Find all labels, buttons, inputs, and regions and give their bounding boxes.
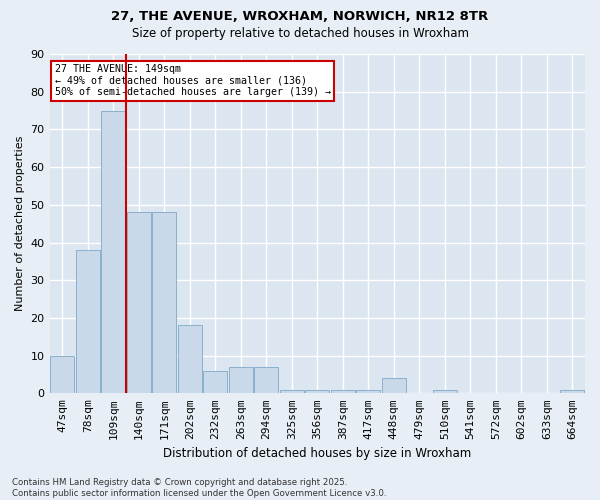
Bar [127,212,151,394]
Text: Size of property relative to detached houses in Wroxham: Size of property relative to detached ho… [131,28,469,40]
Text: 27, THE AVENUE, WROXHAM, NORWICH, NR12 8TR: 27, THE AVENUE, WROXHAM, NORWICH, NR12 8… [112,10,488,23]
Bar [229,367,253,394]
Bar [178,326,202,394]
Bar [50,356,74,394]
Text: 27 THE AVENUE: 149sqm
← 49% of detached houses are smaller (136)
50% of semi-det: 27 THE AVENUE: 149sqm ← 49% of detached … [55,64,331,98]
Y-axis label: Number of detached properties: Number of detached properties [15,136,25,312]
Bar [101,110,125,394]
Bar [280,390,304,394]
Bar [305,390,329,394]
Bar [560,390,584,394]
Bar [382,378,406,394]
Bar [331,390,355,394]
Bar [356,390,380,394]
X-axis label: Distribution of detached houses by size in Wroxham: Distribution of detached houses by size … [163,447,472,460]
Text: Contains HM Land Registry data © Crown copyright and database right 2025.
Contai: Contains HM Land Registry data © Crown c… [12,478,386,498]
Bar [254,367,278,394]
Bar [433,390,457,394]
Bar [76,250,100,394]
Bar [152,212,176,394]
Bar [203,370,227,394]
